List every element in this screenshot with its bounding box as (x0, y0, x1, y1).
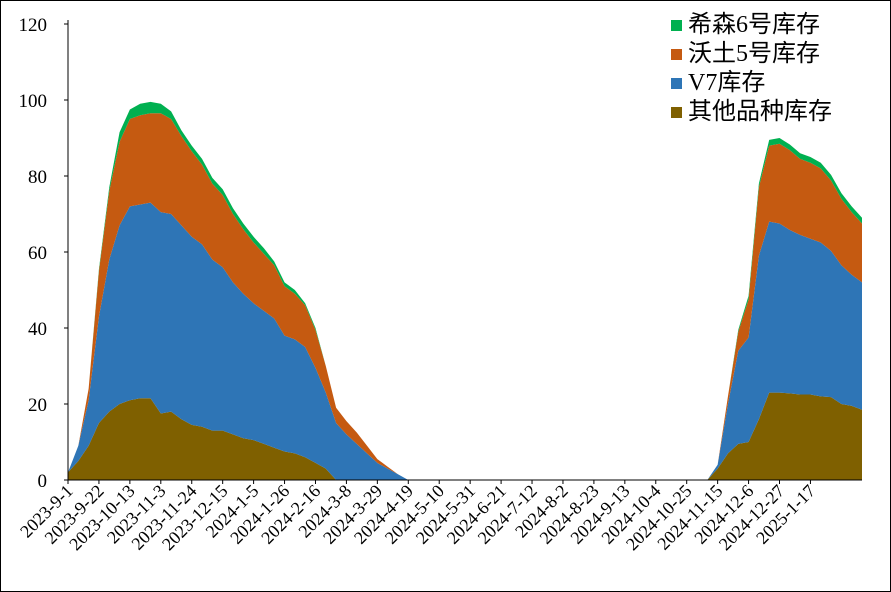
legend-swatch (671, 107, 682, 118)
series-areas (68, 101, 862, 481)
legend-swatch (671, 78, 682, 89)
area-series (68, 392, 862, 480)
legend-label: 希森6号库存 (688, 12, 820, 38)
legend-swatch (671, 49, 682, 60)
y-tick-label: 120 (19, 15, 48, 36)
x-axis-ticks: 2023-9-12023-9-222023-10-132023-11-32023… (16, 480, 819, 554)
y-tick-label: 20 (28, 395, 47, 416)
y-tick-label: 40 (28, 319, 47, 340)
legend-item: V7库存 (671, 69, 832, 98)
legend-item: 希森6号库存 (671, 11, 832, 40)
legend-label: 其他品种库存 (688, 99, 832, 125)
y-tick-label: 60 (28, 243, 47, 264)
axes (67, 20, 862, 481)
y-tick-label: 80 (28, 167, 47, 188)
y-tick-label: 0 (38, 471, 48, 492)
y-tick-label: 100 (19, 91, 48, 112)
legend-swatch (671, 20, 682, 31)
legend-item: 沃土5号库存 (671, 40, 832, 69)
area-series (68, 113, 862, 481)
legend: 希森6号库存 沃土5号库存 V7库存 其他品种库存 (671, 11, 832, 127)
y-axis-ticks: 0 20 40 60 80 100 120 (19, 15, 68, 492)
legend-label: 沃土5号库存 (688, 41, 820, 67)
legend-label: V7库存 (688, 70, 766, 96)
legend-item: 其他品种库存 (671, 98, 832, 127)
area-series (68, 202, 862, 480)
